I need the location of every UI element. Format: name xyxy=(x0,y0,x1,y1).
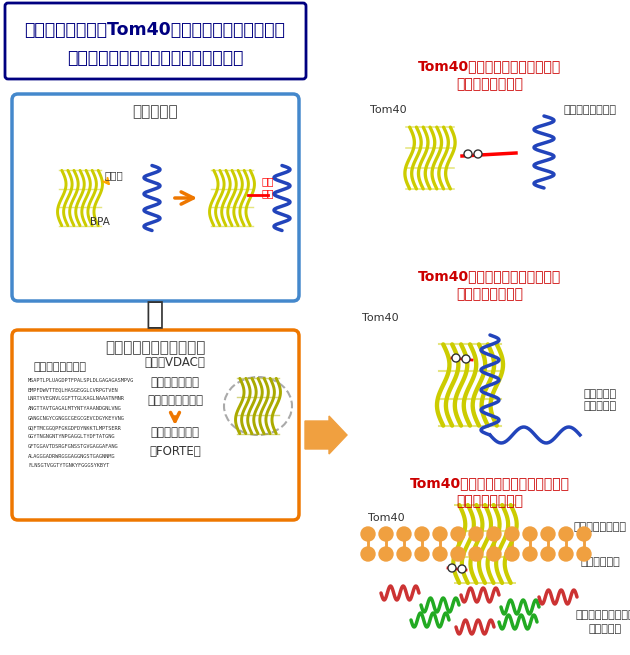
Text: 共有
結合: 共有 結合 xyxy=(261,176,274,198)
Text: ALAGGGADRWRGGGAGGNGSTGAGNNMG: ALAGGGADRWRGGGAGGNGSTGAGNNMG xyxy=(28,453,115,458)
Circle shape xyxy=(505,547,519,561)
Circle shape xyxy=(559,547,573,561)
Text: タンパク質構造予測技術: タンパク質構造予測技術 xyxy=(105,341,205,356)
Text: 膜間部のシャペロン
タンパク質: 膜間部のシャペロン タンパク質 xyxy=(575,610,630,633)
Text: GQFTMCGGQPFGKGDFDYNKKTLMPTSERR: GQFTMCGGQPFGKGDFDYNKKTLMPTSERR xyxy=(28,425,122,430)
Text: 膜透過中の
タンパク質: 膜透過中の タンパク質 xyxy=(583,389,617,411)
Text: Tom40: Tom40 xyxy=(368,513,404,523)
FancyBboxPatch shape xyxy=(12,94,299,301)
Circle shape xyxy=(415,527,429,541)
Circle shape xyxy=(474,150,482,158)
Circle shape xyxy=(462,355,470,363)
Text: ＋: ＋ xyxy=(146,301,164,329)
Text: Tom40－膜透過タンパク質間の
　相互作用マップ: Tom40－膜透過タンパク質間の 相互作用マップ xyxy=(418,269,561,301)
Text: 内（膜間部）: 内（膜間部） xyxy=(580,557,620,567)
Circle shape xyxy=(541,547,555,561)
Text: 紫外線: 紫外線 xyxy=(105,170,123,180)
Circle shape xyxy=(469,547,483,561)
Circle shape xyxy=(469,527,483,541)
Text: 計算プログラム
（FORTE）: 計算プログラム （FORTE） xyxy=(149,426,201,458)
Circle shape xyxy=(397,527,411,541)
Text: GANGCNGYCGNGGCGEGCGEVCDGYKEYVNG: GANGCNGYCGNGGCGEGCGEVCDGYKEYVNG xyxy=(28,415,125,421)
Circle shape xyxy=(559,527,573,541)
Circle shape xyxy=(415,547,429,561)
Circle shape xyxy=(577,547,591,561)
Circle shape xyxy=(541,527,555,541)
Circle shape xyxy=(361,527,375,541)
Circle shape xyxy=(379,547,393,561)
Circle shape xyxy=(451,547,465,561)
Circle shape xyxy=(577,527,591,541)
Text: GGYTNGNGNTYNPGAGGLTYDFTATGNG: GGYTNGNGNTYNPGAGGLTYDFTATGNG xyxy=(28,434,115,440)
Text: 搬入口タンパク質Tom40のアミノ酸残基レベルの: 搬入口タンパク質Tom40のアミノ酸残基レベルの xyxy=(25,21,285,39)
Circle shape xyxy=(452,354,460,362)
Text: Tom40－シャペロンタンパク質間の
　相互作用マップ: Tom40－シャペロンタンパク質間の 相互作用マップ xyxy=(410,476,570,508)
Circle shape xyxy=(433,527,447,541)
FancyArrow shape xyxy=(305,416,347,454)
Text: BPA: BPA xyxy=(90,217,110,227)
Circle shape xyxy=(379,527,393,541)
FancyBboxPatch shape xyxy=(5,3,306,79)
Circle shape xyxy=(448,564,456,572)
Circle shape xyxy=(505,527,519,541)
Text: ANGTTAVTGAGALMTYNTYAAANDGNLVNG: ANGTTAVTGAGALMTYNTYAAANDGNLVNG xyxy=(28,406,122,411)
Text: マウスVDACを
鋳型構造とした
相同性モデリング: マウスVDACを 鋳型構造とした 相同性モデリング xyxy=(144,356,205,407)
Text: EMPFDWVTTEQLHASGEGGLCVRPGTVEN: EMPFDWVTTEQLHASGEGGLCVRPGTVEN xyxy=(28,387,118,392)
Text: アミノ酸配列情報: アミノ酸配列情報 xyxy=(33,362,86,372)
Circle shape xyxy=(433,547,447,561)
Text: Tom40: Tom40 xyxy=(362,313,398,323)
Circle shape xyxy=(487,547,501,561)
Circle shape xyxy=(397,547,411,561)
Circle shape xyxy=(523,527,537,541)
Text: 光架橋技術: 光架橋技術 xyxy=(132,105,178,119)
Text: LNRTYVEGNVLGGFTTGLKAGLNAAATNMNR: LNRTYVEGNVLGGFTTGLKAGLNAAATNMNR xyxy=(28,396,125,402)
Text: Tom40: Tom40 xyxy=(370,105,406,115)
Text: 外（サイトゾル）: 外（サイトゾル） xyxy=(573,522,626,532)
Text: GFTGGAVTDSRGFGNSSTGVGAGGAFANG: GFTGGAVTDSRGFGNSSTGVGAGGAFANG xyxy=(28,444,118,449)
Text: 他のサブユニット: 他のサブユニット xyxy=(563,105,617,115)
Text: Tom40－他のサブユニット間の
　相互作用マップ: Tom40－他のサブユニット間の 相互作用マップ xyxy=(418,59,561,91)
Circle shape xyxy=(523,547,537,561)
Text: FLNSGTVGGTYTGNKYFGGGSYKBYT: FLNSGTVGGTYTGNKYFGGGSYKBYT xyxy=(28,463,109,468)
Circle shape xyxy=(487,527,501,541)
Circle shape xyxy=(451,527,465,541)
Text: 空間分解能での相互作用マッピング: 空間分解能での相互作用マッピング xyxy=(67,49,243,67)
Circle shape xyxy=(458,565,466,573)
FancyBboxPatch shape xyxy=(12,330,299,520)
Circle shape xyxy=(361,547,375,561)
Text: MSAPTLPLUAGDPTFPALSPLDLGAGAGASMPVG: MSAPTLPLUAGDPTFPALSPLDLGAGAGASMPVG xyxy=(28,377,134,383)
Circle shape xyxy=(464,150,472,158)
